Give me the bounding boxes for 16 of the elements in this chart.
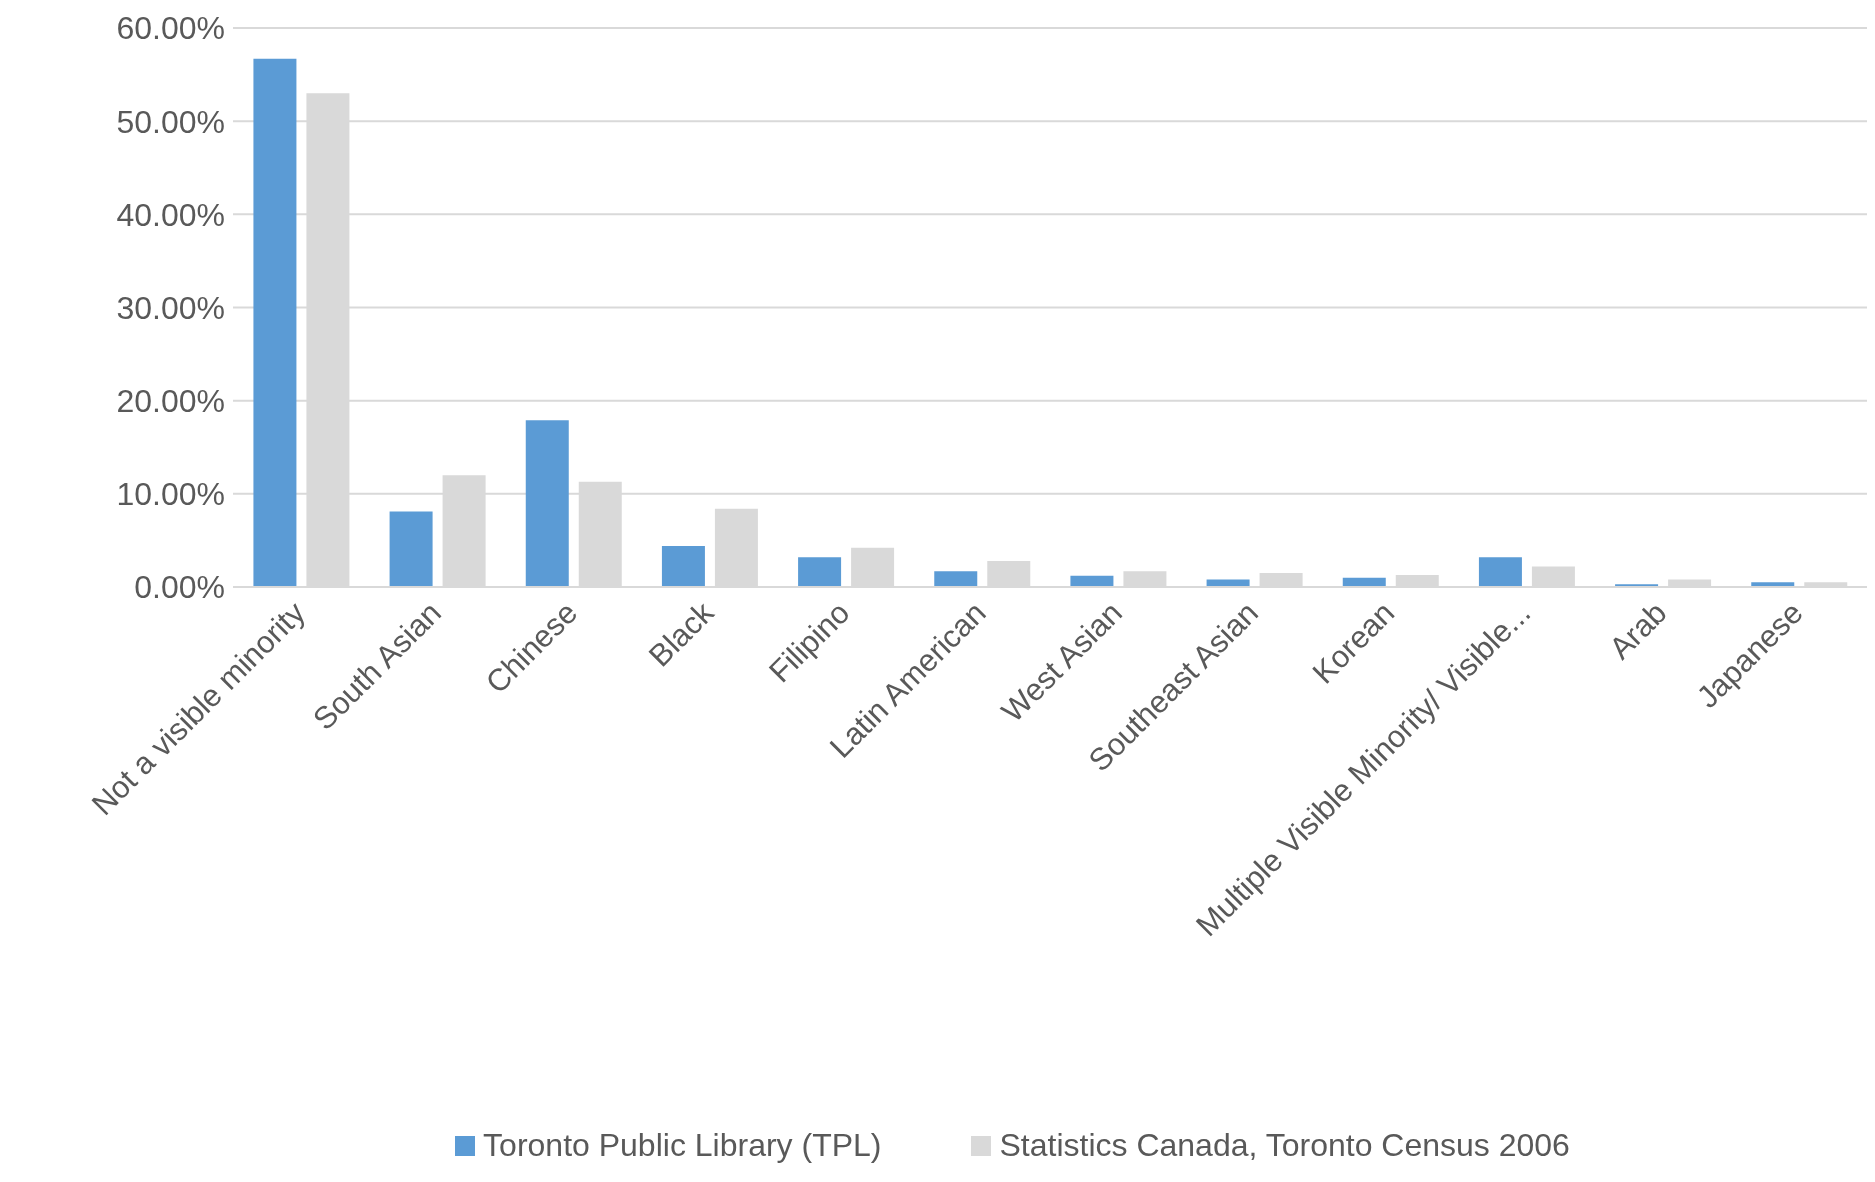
y-tick-label: 50.00% [116, 103, 225, 140]
bar [661, 546, 705, 587]
y-tick-label: 40.00% [116, 196, 225, 233]
bar [1478, 557, 1522, 587]
bar [798, 557, 842, 587]
y-tick-label: 10.00% [116, 476, 225, 513]
bar [525, 420, 569, 587]
legend-label: Statistics Canada, Toronto Census 2006 [998, 1127, 1570, 1164]
bar [253, 58, 297, 587]
y-tick-label: 20.00% [116, 383, 225, 420]
bar [389, 511, 433, 587]
y-tick-label: 30.00% [116, 289, 225, 326]
y-tick-label: 0.00% [134, 569, 225, 606]
y-tick-label: 60.00% [116, 10, 225, 47]
bar [934, 571, 978, 587]
legend-label: Toronto Public Library (TPL) [482, 1127, 882, 1164]
